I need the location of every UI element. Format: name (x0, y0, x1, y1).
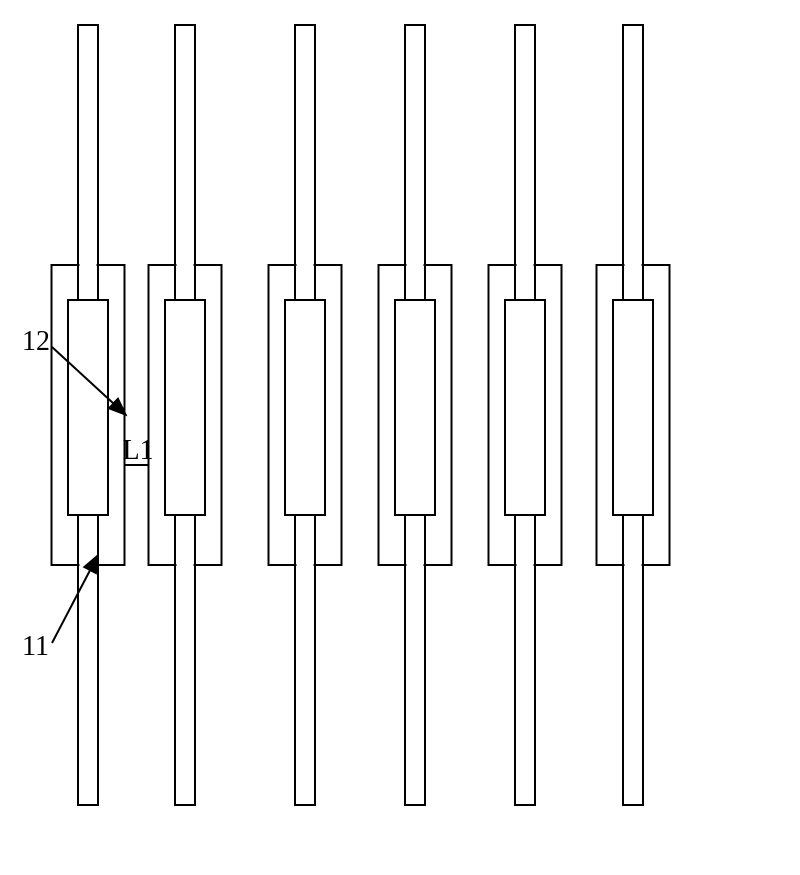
schematic-diagram: L1 12 11 (0, 0, 800, 875)
inner-body (285, 300, 325, 515)
bottom-stem (405, 565, 425, 805)
bottom-stem (175, 565, 195, 805)
component-unit (52, 25, 125, 805)
callout-11-label: 11 (22, 631, 49, 662)
connector-label: L1 (123, 435, 154, 466)
callout-11-arrow (52, 555, 98, 643)
inner-body (613, 300, 653, 515)
bottom-stem (515, 565, 535, 805)
top-stem (175, 25, 195, 265)
component-unit (269, 25, 342, 805)
inner-body (505, 300, 545, 515)
top-stem (405, 25, 425, 265)
top-stem (295, 25, 315, 265)
bottom-stem (78, 565, 98, 805)
component-unit (597, 25, 670, 805)
bottom-stem (623, 565, 643, 805)
bottom-stem (295, 565, 315, 805)
inner-body (165, 300, 205, 515)
top-stem (78, 25, 98, 265)
component-unit (379, 25, 452, 805)
inner-body (395, 300, 435, 515)
component-unit (149, 25, 222, 805)
callout-12-label: 12 (22, 326, 50, 357)
component-array (52, 25, 670, 805)
top-stem (515, 25, 535, 265)
component-unit (489, 25, 562, 805)
top-stem (623, 25, 643, 265)
inner-body (68, 300, 108, 515)
